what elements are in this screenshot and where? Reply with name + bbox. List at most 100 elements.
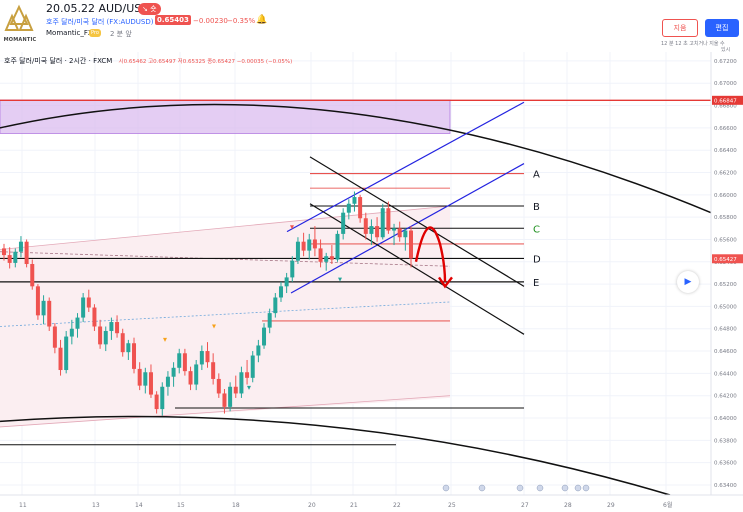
signal-marker: [212, 324, 216, 329]
candle-body: [64, 336, 69, 371]
play-icon[interactable]: ▶: [677, 271, 699, 293]
economic-event-icon: [516, 484, 524, 492]
wedge-upper-line: [0, 205, 451, 250]
level-label-A: A: [533, 170, 540, 181]
candle-body: [52, 326, 57, 348]
time-tick-label: 21: [350, 502, 358, 509]
price-tick-label: 0.63600: [714, 461, 737, 467]
candle-body: [267, 313, 272, 328]
candle-body: [13, 251, 18, 263]
short-badge: ↘ 숏: [138, 3, 161, 15]
candle-body: [103, 330, 108, 345]
edit-time-note-2: 있시: [721, 47, 731, 53]
price-tick-label: 0.66600: [714, 126, 737, 132]
economic-event-icon: [561, 484, 569, 492]
descending-line-1: [309, 156, 525, 287]
lower-arc: [0, 415, 671, 496]
candle-body: [380, 208, 385, 238]
legend-ohlc: 시0.65462 고0.65497 저0.65325 종0.65427 −0.0…: [118, 59, 293, 65]
logo-text: MOMANTIC: [3, 37, 37, 43]
price-tick-label: 0.65800: [714, 215, 737, 221]
candle-body: [98, 326, 103, 345]
candle-body: [307, 239, 312, 251]
candle-body: [205, 351, 210, 363]
candle-body: [278, 286, 283, 298]
candle-body: [69, 328, 74, 337]
candle-body: [369, 226, 374, 234]
symbol-link[interactable]: 호주 달러/미국 달러 (FX:AUDUSD): [46, 18, 154, 26]
delete-button[interactable]: 지움: [662, 19, 698, 37]
candle-body: [177, 353, 182, 368]
candle-body: [30, 264, 35, 287]
pro-badge: Pro: [89, 29, 101, 37]
candle-body: [24, 241, 29, 265]
price-tick-label: 0.64600: [714, 349, 737, 355]
price-label-text: 0.66847: [714, 98, 737, 104]
time-tick-label: 18: [232, 502, 240, 509]
candle-body: [211, 362, 216, 379]
price-tick-label: 0.67200: [714, 59, 737, 65]
candle-body: [160, 386, 165, 410]
idea-title: 20.05.22 AUD/USD: [46, 2, 150, 15]
price-tick-label: 0.64200: [714, 394, 737, 400]
chart-header: MOMANTIC 20.05.22 AUD/USD ↘ 숏 호주 달러/미국 달…: [0, 0, 743, 53]
dotted-trend-line: [0, 301, 451, 327]
candle-body: [148, 372, 153, 395]
candle-body: [358, 197, 363, 219]
price-tick-label: 0.63800: [714, 438, 737, 444]
candle-body: [154, 394, 159, 410]
candle-body: [126, 343, 131, 353]
time-tick-label: 15: [177, 502, 185, 509]
signal-marker: [163, 337, 167, 342]
economic-event-icon: [442, 484, 450, 492]
time-tick-label: 6월: [663, 501, 672, 509]
price-change-percent: −0.35%: [227, 17, 256, 25]
candle-body: [233, 386, 238, 394]
candle-body: [392, 228, 397, 231]
candle-body: [386, 208, 391, 231]
candle-body: [335, 233, 340, 260]
alert-bell-icon[interactable]: 🔔: [256, 15, 268, 25]
price-tick-label: 0.65000: [714, 304, 737, 310]
time-tick-label: 11: [19, 502, 27, 509]
signal-marker: [338, 277, 342, 282]
price-axis: [711, 52, 743, 495]
candle-body: [137, 368, 142, 386]
time-tick-label: 25: [448, 502, 456, 509]
candle-body: [256, 345, 261, 356]
level-label-E: E: [533, 278, 539, 289]
edit-button[interactable]: 편집: [705, 19, 739, 37]
legend-symbol: 호주 달러/미국 달러: [4, 57, 63, 65]
candle-body: [165, 376, 170, 387]
candle-body: [329, 256, 334, 260]
channel-lower: [290, 163, 525, 294]
candle-body: [75, 317, 80, 329]
candle-body: [284, 277, 289, 287]
author-name[interactable]: Momantic_FX: [46, 29, 93, 37]
time-tick-label: 13: [92, 502, 100, 509]
candle-body: [375, 226, 380, 238]
price-chart[interactable]: A BC D E 0.67200 0.67000 0.66800 0.66600 0.66400…: [0, 52, 743, 512]
candle-body: [295, 241, 300, 261]
level-label-D: D: [533, 254, 541, 265]
candle-body: [171, 367, 176, 377]
price-tick-label: 0.65600: [714, 237, 737, 243]
time-tick-label: 27: [521, 502, 529, 509]
wedge-lower-line: [0, 395, 451, 428]
price-label-text: 0.65427: [714, 257, 737, 263]
candle-body: [262, 327, 267, 346]
descending-line-2: [309, 203, 525, 335]
price-tick-label: 0.64400: [714, 371, 737, 377]
candle-body: [245, 372, 250, 378]
time-ago: 2 분 앞: [110, 30, 132, 38]
forecast-arrow: [414, 226, 447, 282]
legend-source: FXCM: [93, 57, 113, 65]
candle-body: [363, 218, 368, 234]
candle-body: [120, 333, 125, 353]
level-label-C: C: [533, 224, 540, 235]
candle-body: [81, 297, 86, 318]
economic-event-icon: [536, 484, 544, 492]
candle-body: [35, 286, 40, 316]
candle-body: [324, 256, 329, 262]
candle-body: [290, 260, 295, 278]
